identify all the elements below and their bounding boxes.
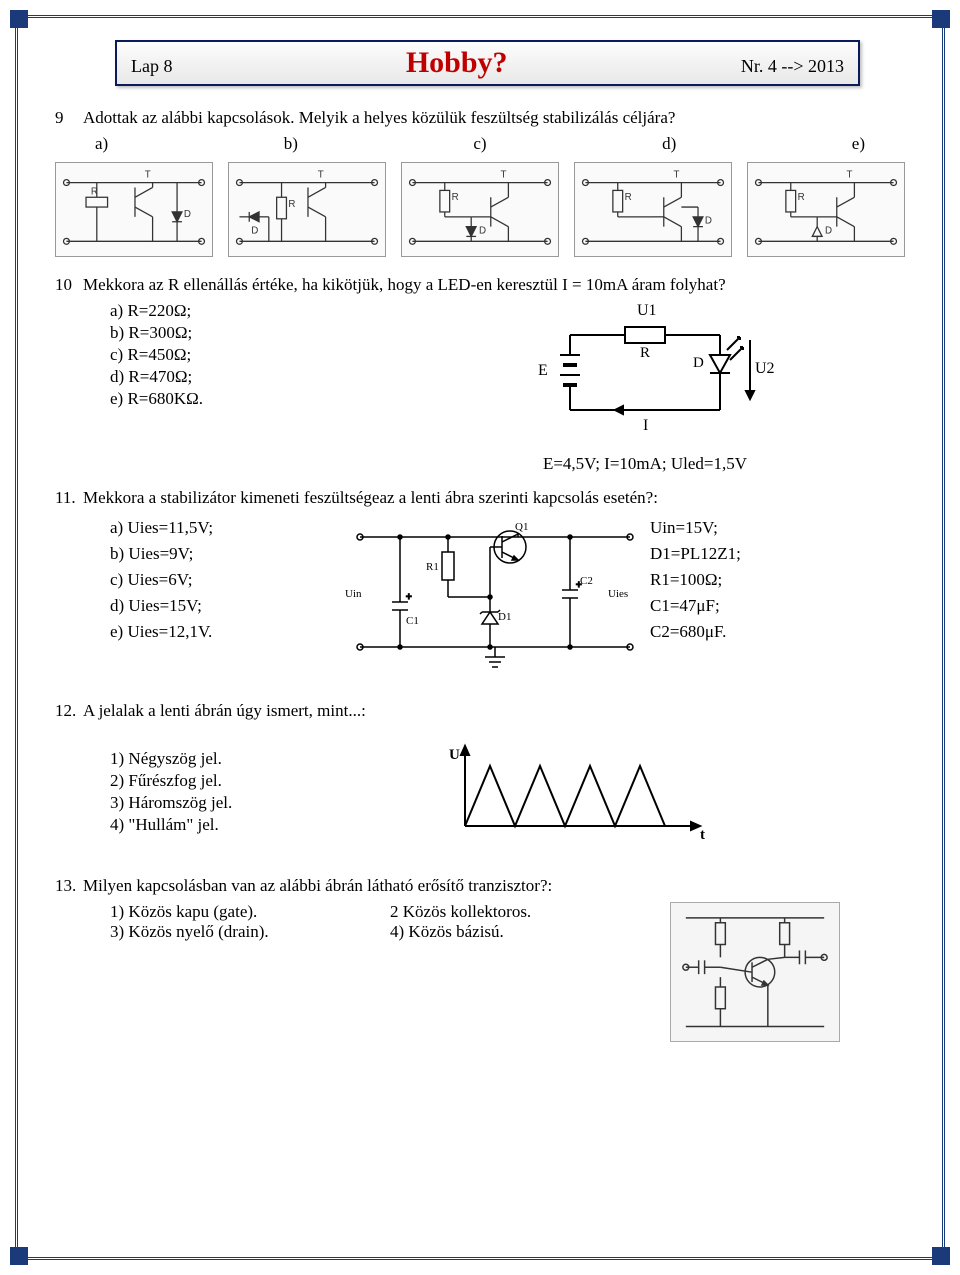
label-c2: C2 (580, 575, 593, 587)
label-r1: R1 (426, 561, 439, 573)
svg-text:T: T (145, 170, 151, 181)
opt-c: c) R=450Ω; (110, 345, 385, 365)
q13-options: 1) Közös kapu (gate). 2 Közös kollektoro… (110, 902, 670, 1042)
question-number: 13. (55, 876, 83, 896)
circuit-c: R T D (401, 162, 559, 257)
issue-number: Nr. 4 --> 2013 (741, 56, 844, 77)
svg-text:T: T (674, 170, 680, 181)
label-d: D (693, 355, 704, 371)
svg-text:R: R (798, 192, 805, 203)
svg-text:R: R (91, 186, 98, 197)
label-uin: Uin (345, 588, 362, 600)
label-c1: C1 (406, 615, 419, 627)
label-uies: Uies (608, 588, 628, 600)
param-c2: C2=680μF. (650, 622, 905, 642)
opt-4: 4) "Hullám" jel. (110, 815, 435, 835)
question-11: 11. Mekkora a stabilizátor kimeneti fesz… (55, 488, 905, 687)
label-u1: U1 (637, 302, 657, 319)
q11-circuit: + (340, 512, 650, 687)
opt-a: a) Uies=11,5V; (110, 518, 340, 538)
svg-text:D: D (825, 225, 832, 236)
opt-1: 1) Négyszög jel. (110, 749, 435, 769)
q12-waveform: U t (435, 741, 905, 851)
q10-options: a) R=220Ω; b) R=300Ω; c) R=450Ω; d) R=47… (110, 301, 385, 409)
opt-b: b) (284, 134, 298, 154)
question-13: 13. Milyen kapcsolásban van az alábbi áb… (55, 876, 905, 1042)
opt-d: d) Uies=15V; (110, 596, 340, 616)
opt-2: 2 Közös kollektoros. (390, 902, 670, 922)
question-number: 10 (55, 275, 83, 295)
svg-text:R: R (452, 192, 459, 203)
circuit-b: R T D (228, 162, 386, 257)
svg-text:D: D (479, 225, 486, 236)
question-text: Mekkora az R ellenállás értéke, ha kiköt… (83, 275, 905, 295)
q10-circuit: U1 E R D U2 I (515, 295, 775, 445)
question-text: Mekkora a stabilizátor kimeneti feszülts… (83, 488, 905, 508)
page-header: Lap 8 Hobby? Nr. 4 --> 2013 (115, 40, 860, 86)
svg-text:T: T (501, 170, 507, 181)
svg-text:R: R (288, 199, 295, 210)
question-text: A jelalak a lenti ábrán úgy ismert, mint… (83, 701, 905, 721)
svg-text:+: + (406, 592, 412, 603)
label-i: I (643, 417, 648, 434)
opt-4: 4) Közös bázisú. (390, 922, 670, 942)
page-label: Lap 8 (131, 56, 172, 77)
label-r: R (640, 345, 650, 361)
param-c1: C1=47μF; (650, 596, 905, 616)
opt-b: b) R=300Ω; (110, 323, 385, 343)
circuit-e: R T D (747, 162, 905, 257)
opt-e: e) Uies=12,1V. (110, 622, 340, 642)
question-9: 9 Adottak az alábbi kapcsolások. Melyik … (55, 108, 905, 257)
question-text: Adottak az alábbi kapcsolások. Melyik a … (83, 108, 905, 128)
opt-3: 3) Közös nyelő (drain). (110, 922, 390, 942)
question-12: 12. A jelalak a lenti ábrán úgy ismert, … (55, 701, 905, 851)
opt-d: d) (662, 134, 676, 154)
opt-3: 3) Háromszög jel. (110, 793, 435, 813)
label-e: E (538, 362, 548, 379)
question-number: 12. (55, 701, 83, 721)
q11-options-left: a) Uies=11,5V; b) Uies=9V; c) Uies=6V; d… (110, 512, 340, 687)
opt-e: e) (852, 134, 865, 154)
label-q1: Q1 (515, 521, 528, 533)
param-d1: D1=PL12Z1; (650, 544, 905, 564)
opt-1: 1) Közös kapu (gate). (110, 902, 390, 922)
page-title: Hobby? (406, 46, 508, 80)
page-content: Lap 8 Hobby? Nr. 4 --> 2013 9 Adottak az… (55, 40, 905, 1235)
question-number: 9 (55, 108, 83, 128)
circuit-d: R T D (574, 162, 732, 257)
svg-text:T: T (847, 170, 853, 181)
circuit-a: R T D (55, 162, 213, 257)
q12-options: 1) Négyszög jel. 2) Fűrészfog jel. 3) Há… (110, 749, 435, 835)
opt-2: 2) Fűrészfog jel. (110, 771, 435, 791)
opt-e: e) R=680KΩ. (110, 389, 385, 409)
axis-x: t (700, 827, 705, 843)
q11-params: Uin=15V; D1=PL12Z1; R1=100Ω; C1=47μF; C2… (650, 512, 905, 687)
q10-caption: E=4,5V; I=10mA; Uled=1,5V (385, 454, 905, 474)
param-r1: R1=100Ω; (650, 570, 905, 590)
question-10: 10 Mekkora az R ellenállás értéke, ha ki… (55, 275, 905, 474)
param-uin: Uin=15V; (650, 518, 905, 538)
question-number: 11. (55, 488, 83, 508)
svg-text:D: D (251, 225, 258, 236)
svg-text:R: R (625, 192, 632, 203)
q9-option-labels: a) b) c) d) e) (95, 134, 865, 154)
label-u2: U2 (755, 360, 775, 377)
opt-c: c) (473, 134, 486, 154)
question-text: Milyen kapcsolásban van az alábbi ábrán … (83, 876, 905, 896)
label-d1: D1 (498, 611, 511, 623)
q13-circuit (670, 902, 905, 1042)
opt-b: b) Uies=9V; (110, 544, 340, 564)
opt-a: a) R=220Ω; (110, 301, 385, 321)
svg-text:T: T (318, 170, 324, 181)
opt-c: c) Uies=6V; (110, 570, 340, 590)
q9-circuits: R T D R T D R T D R T D R T D (55, 162, 905, 257)
svg-text:D: D (705, 216, 712, 227)
opt-d: d) R=470Ω; (110, 367, 385, 387)
opt-a: a) (95, 134, 108, 154)
axis-y: U (449, 747, 460, 763)
svg-text:D: D (184, 209, 191, 220)
